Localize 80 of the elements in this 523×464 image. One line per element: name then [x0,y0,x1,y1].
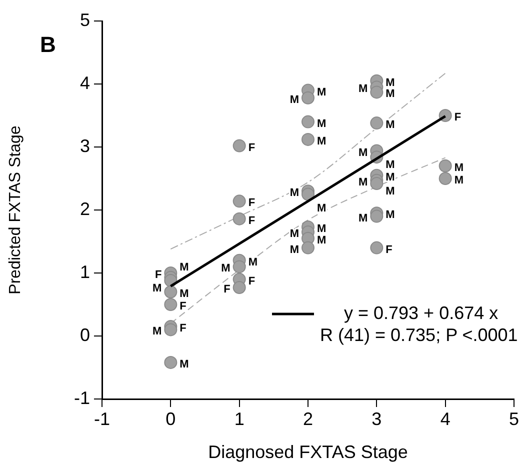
point [302,115,314,128]
data-label: M [317,202,326,214]
data-label: M [317,118,326,130]
y-tick-label: 0 [80,324,90,345]
data-label: M [221,262,230,275]
data-label: M [358,146,368,159]
annotation: R (41) = 0.735; P <.0001 [320,324,518,345]
point [370,116,384,130]
point [232,280,246,294]
x-tick-label: 1 [234,408,244,429]
data-label: M [152,282,162,295]
point [232,194,246,208]
point [370,241,384,254]
x-axis-title: Diagnosed FXTAS Stage [208,442,408,462]
data-label: F [180,300,187,313]
data-label: M [386,76,395,89]
point [370,177,384,190]
text: B [40,32,56,58]
data-label: F [224,284,231,296]
point [164,356,178,369]
data-label: M [386,171,395,184]
data-label: M [386,159,395,172]
x-tick-label: -1 [94,408,110,429]
data-label: F [248,197,256,210]
data-label: M [386,209,395,222]
data-label: F [180,322,187,335]
x-tick-label: 4 [440,408,450,429]
data-label: M [248,256,258,268]
point [302,132,314,146]
y-axis-title: Predicted FXTAS Stage [7,126,24,294]
data-label: M [290,94,300,106]
data-label: M [152,326,162,338]
point [370,210,384,223]
data-label: M [317,135,326,148]
legend-label: y = 0.793 + 0.674 x [344,302,498,323]
data-label: M [317,86,326,98]
point [370,86,384,99]
data-label: M [180,358,189,370]
data-label: M [454,162,464,174]
y-tick-label: 3 [80,136,90,156]
data-label: M [386,119,395,132]
point [164,285,178,298]
point [302,91,314,104]
y-tick-label: -1 [74,388,90,408]
data-label: M [386,88,395,100]
x-tick-label: 3 [372,408,382,429]
y-tick-label: 4 [80,72,90,93]
data-label: M [290,228,300,240]
data-label: F [248,275,256,288]
point [164,323,178,336]
x-tick-label: 5 [508,408,520,429]
data-label: M [290,244,300,256]
y-tick-label: 1 [80,262,90,282]
x-tick-label: 0 [166,408,176,429]
point [438,159,452,172]
data-label: M [454,174,464,187]
point [232,260,246,274]
data-label: M [358,212,368,224]
point [232,212,246,226]
data-label: M [317,234,326,246]
y-tick-label: 5 [80,10,90,30]
y-tick-label: 2 [80,198,90,219]
point [438,172,452,185]
data-label: F [248,214,256,227]
data-label: F [454,112,462,124]
point [302,188,314,201]
point [164,298,178,311]
data-label: M [358,176,368,188]
data-label: F [248,142,256,154]
data-label: M [290,187,300,200]
data-label: M [180,288,189,300]
point [232,139,246,152]
data-label: F [154,269,162,282]
data-label: F [386,244,393,256]
point [302,241,314,254]
data-label: M [317,223,326,236]
data-label: M [180,261,189,274]
data-label: M [386,186,395,198]
data-label: M [358,83,368,96]
x-tick-label: 2 [302,408,314,429]
